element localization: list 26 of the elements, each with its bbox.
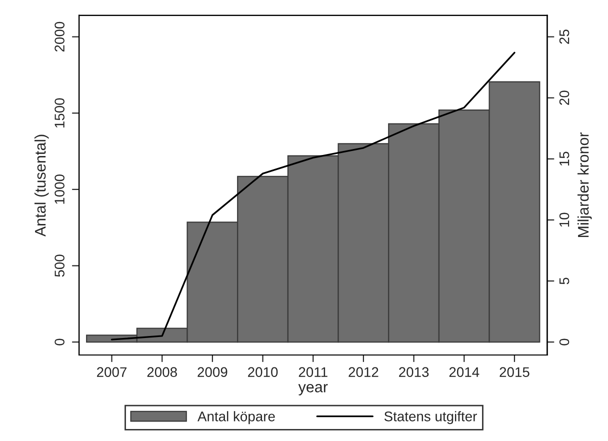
line-series — [110, 52, 516, 340]
legend-label: Antal köpare — [198, 411, 275, 424]
x-tick-label: 2011 — [298, 367, 328, 378]
y-tick-label: 0 — [54, 338, 64, 346]
x-tick-label: 2010 — [248, 367, 278, 378]
x-tick-label: 2014 — [449, 367, 480, 378]
x-tick-label: 2007 — [97, 367, 127, 378]
y-tick-label: 1000 — [54, 174, 64, 204]
x-tick-label: 2013 — [399, 367, 429, 378]
x-tick-label: 2015 — [500, 367, 530, 378]
y2-tick-label: 25 — [559, 30, 570, 44]
y-tick-label: 500 — [54, 254, 64, 277]
y-tick-label: 1500 — [54, 98, 64, 128]
x-axis-title: year — [298, 384, 328, 396]
x-tick-label: 2009 — [198, 367, 228, 378]
y2-tick-label: 10 — [559, 212, 570, 227]
x-tick-label: 2008 — [147, 367, 177, 378]
legend-label: Statens utgifter — [384, 411, 477, 424]
y2-tick-label: 15 — [560, 152, 570, 166]
y2-tick-label: 20 — [559, 90, 570, 105]
y2-tick-label: 0 — [559, 338, 570, 346]
x-tick-label: 2012 — [348, 367, 378, 378]
y-tick-label: 2000 — [54, 22, 64, 52]
y2-axis-title: Miljarder kronor — [578, 132, 592, 238]
y-axis-title: Antal (tusental) — [34, 134, 49, 237]
y2-tick-label: 5 — [560, 278, 570, 284]
